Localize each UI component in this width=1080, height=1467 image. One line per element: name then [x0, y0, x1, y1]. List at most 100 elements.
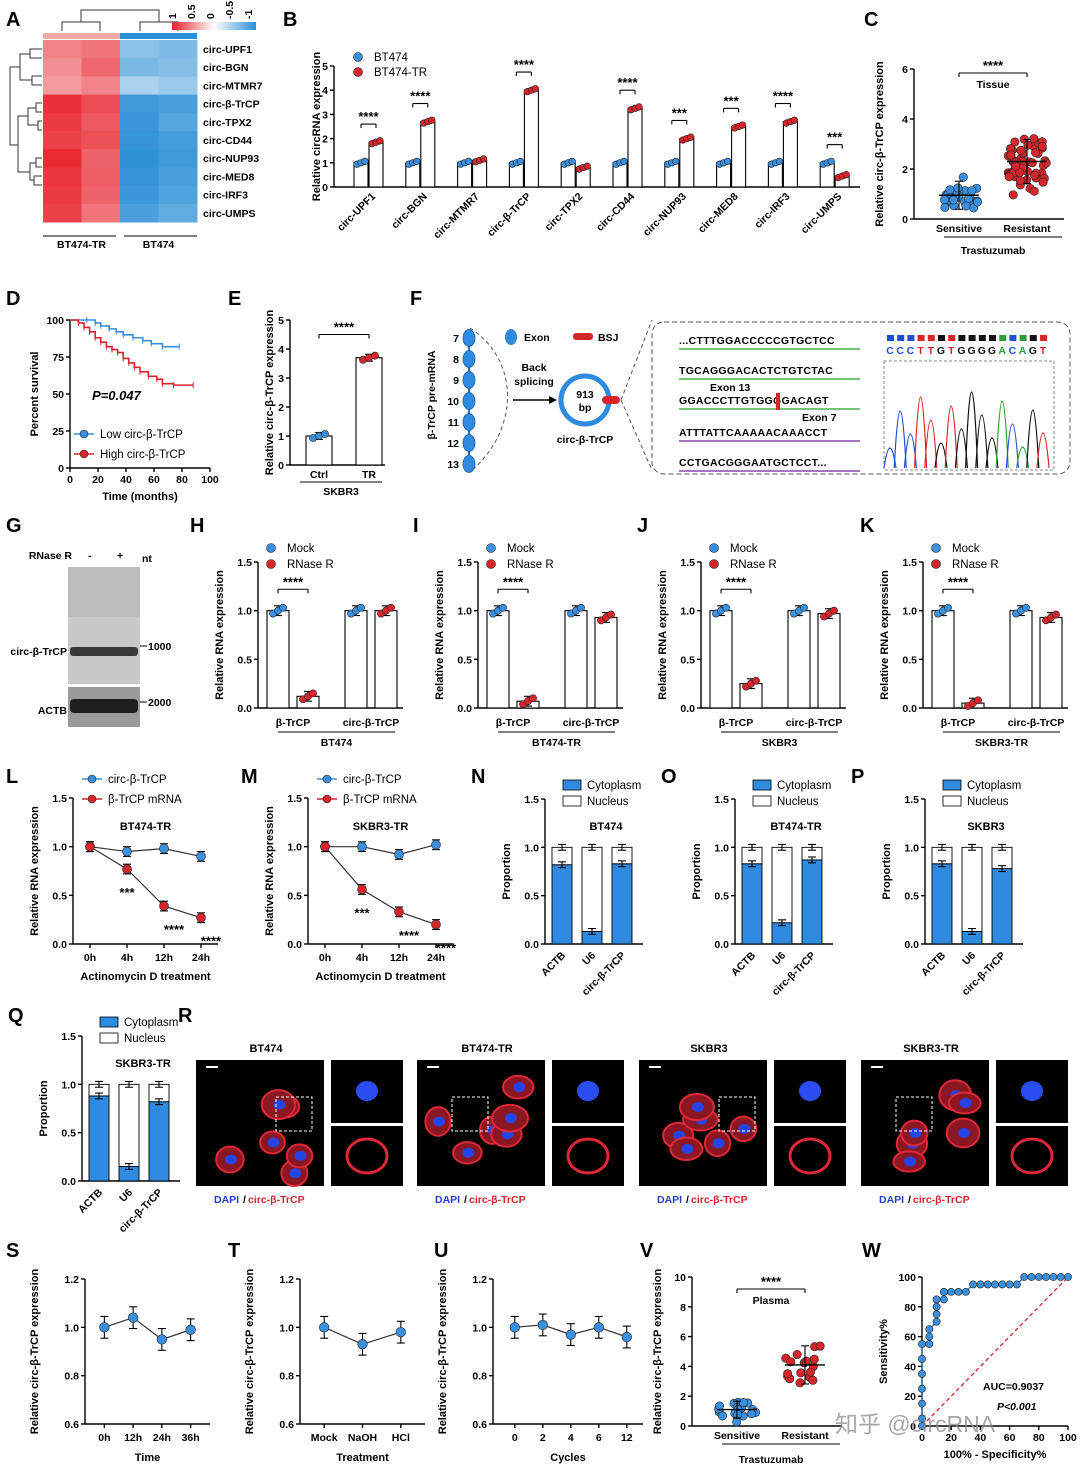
y-tick-label: 0 — [910, 1421, 916, 1433]
x-axis-title: Time (months) — [102, 491, 178, 503]
x-tick-label: ACTB — [729, 949, 758, 978]
y-tick-label: 0.0 — [680, 703, 695, 715]
panel-label-Q: Q — [8, 1005, 24, 1027]
heatmap-cell — [120, 112, 159, 132]
legend-swatch — [752, 795, 772, 807]
panel-label-C: C — [864, 9, 878, 31]
x-tick-label: β-TrCP — [496, 717, 530, 729]
data-point — [795, 1378, 805, 1388]
data-point — [967, 186, 977, 196]
heatmap-cell — [120, 58, 159, 77]
panel-title: SKBR3-TR — [115, 1058, 171, 1070]
color-scale-label: 0 — [205, 13, 217, 19]
roc-point — [1027, 1273, 1036, 1281]
cell-nucleus — [513, 1082, 526, 1093]
p-value: P<0.001 — [997, 1401, 1037, 1413]
chromatogram-peak — [1005, 423, 1019, 469]
heatmap-group-label: BT474-TR — [57, 239, 106, 251]
cell-nucleus — [462, 1147, 475, 1158]
y-tick-label: 100 — [898, 1272, 916, 1284]
roc-point — [1034, 1273, 1043, 1281]
data-point — [733, 1410, 743, 1420]
roc-point — [998, 1280, 1007, 1289]
chromatogram-peak — [893, 410, 907, 469]
row-dendrogram — [9, 48, 42, 186]
x-tick-label: ACTB — [539, 949, 568, 978]
heatmap-cell — [158, 185, 198, 205]
survival-curve — [70, 319, 180, 348]
legend-label: circ-β-TrCP — [108, 774, 167, 786]
significance-label: *** — [354, 905, 370, 920]
data-point — [593, 1322, 604, 1333]
x-group-label: BT474 — [321, 737, 353, 749]
heatmap-cell — [158, 112, 198, 132]
significance-label: **** — [617, 75, 638, 90]
bar — [344, 610, 368, 709]
y-axis-title: Proportion — [38, 1080, 50, 1136]
arrow-text: splicing — [514, 376, 554, 388]
x-tick-label: U6 — [960, 950, 978, 968]
legend-label: Cytoplasm — [587, 780, 641, 792]
y-axis-title: Relative circ-β-TrCP expression — [264, 309, 276, 475]
x-tick-label: 12 — [621, 1432, 633, 1444]
inset-red — [331, 1126, 403, 1186]
heatmap-cell — [81, 203, 121, 223]
gene-label: β-TrCP pre-mRNA — [426, 350, 438, 439]
panel-label-R: R — [178, 1005, 193, 1027]
cell-line-label: BT474-TR — [461, 1043, 512, 1055]
legend-swatch — [99, 1016, 119, 1028]
legend-marker — [709, 543, 719, 553]
base-letter: G — [968, 345, 976, 357]
y-tick-label: 75 — [52, 352, 64, 364]
roc-point — [918, 1384, 926, 1393]
legend-label: Mock — [952, 543, 980, 555]
inset-cytoplasm — [566, 1137, 610, 1175]
legend-marker — [322, 774, 332, 784]
caption-slash: / — [243, 1194, 246, 1206]
y-tick-label: 0.8 — [472, 1371, 487, 1383]
heatmap-cell — [81, 76, 121, 96]
x-tick-label: Sensitive — [936, 223, 982, 235]
x-tick-label: 60 — [1004, 1432, 1016, 1444]
series-line — [104, 1316, 191, 1341]
cell-nucleus — [712, 1138, 725, 1149]
base-letter: G — [1029, 345, 1037, 357]
heatmap-cell — [81, 112, 121, 132]
column-dendrogram — [61, 9, 179, 31]
y-tick-label: 8 — [680, 1302, 686, 1314]
y-tick-label: 0.5 — [680, 654, 695, 666]
y-tick-label: 20 — [904, 1391, 916, 1403]
heatmap-cell — [158, 76, 198, 96]
x-tick-label: 0h — [84, 952, 96, 964]
gel-smear — [68, 567, 140, 617]
legend-label: BT474 — [374, 52, 408, 64]
significance-label: **** — [334, 320, 355, 335]
data-point — [1023, 140, 1033, 150]
panel-title: SKBR3 — [967, 821, 1004, 833]
bar-cytoplasm — [741, 863, 763, 945]
bar — [368, 141, 384, 188]
x-tick-label: circ-TPX2 — [543, 191, 586, 234]
caption-slash: / — [464, 1194, 467, 1206]
y-axis-title: Sensitivity% — [878, 1319, 890, 1384]
panel-label-N: N — [471, 766, 485, 788]
color-scale-label: 0.5 — [186, 4, 198, 19]
zoom-box — [895, 1096, 933, 1132]
bar — [1009, 610, 1033, 709]
legend-label: Mock — [730, 543, 758, 555]
heatmap-cell — [158, 203, 198, 223]
base-letter: C — [886, 345, 894, 357]
chromatogram-peak — [944, 405, 958, 469]
heatmap-cell — [120, 94, 159, 114]
bar-nucleus — [581, 846, 603, 932]
y-tick-label: 1.5 — [902, 557, 917, 569]
significance-label: **** — [283, 574, 304, 589]
lane-label: - — [88, 550, 92, 562]
cell-nucleus — [224, 1154, 237, 1165]
x-tick-label: circ-NUP93 — [641, 191, 689, 239]
data-point — [279, 603, 287, 612]
x-tick-label: 36h — [182, 1432, 200, 1444]
base-letter: T — [917, 345, 924, 357]
roc-point — [925, 1325, 934, 1334]
exon-number: 10 — [447, 396, 459, 408]
